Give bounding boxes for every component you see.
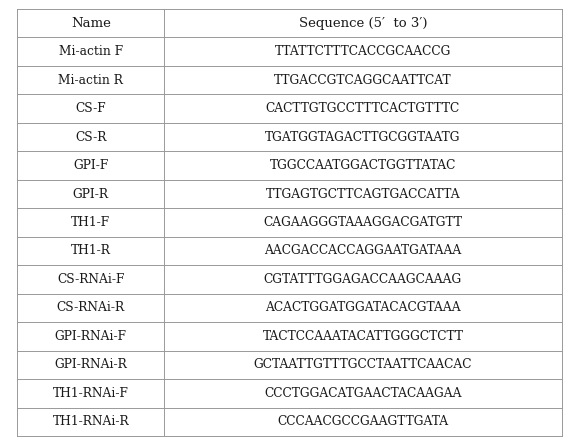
- Text: Mi-actin R: Mi-actin R: [58, 73, 123, 87]
- Text: TH1-RNAi-R: TH1-RNAi-R: [53, 415, 129, 429]
- Text: GPI-RNAi-R: GPI-RNAi-R: [54, 358, 127, 372]
- Text: TACTCCAAATACATTGGGCTCTT: TACTCCAAATACATTGGGCTCTT: [262, 330, 463, 343]
- Text: CCCTGGACATGAACTACAAGAA: CCCTGGACATGAACTACAAGAA: [264, 387, 461, 400]
- Text: CACTTGTGCCTTTCACTGTTTC: CACTTGTGCCTTTCACTGTTTC: [266, 102, 460, 115]
- Text: CCCAACGCCGAAGTTGATA: CCCAACGCCGAAGTTGATA: [277, 415, 449, 429]
- Text: TTGAGTGCTTCAGTGACCATTA: TTGAGTGCTTCAGTGACCATTA: [266, 187, 460, 201]
- Text: AACGACCACCAGGAATGATAAA: AACGACCACCAGGAATGATAAA: [265, 244, 461, 258]
- Text: GCTAATTGTTTGCCTAATTCAACAC: GCTAATTGTTTGCCTAATTCAACAC: [254, 358, 472, 372]
- Text: CGTATTTGGAGACCAAGCAAAG: CGTATTTGGAGACCAAGCAAAG: [264, 273, 462, 286]
- Text: TH1-RNAi-F: TH1-RNAi-F: [53, 387, 129, 400]
- Text: TTATTCTTTCACCGCAACCG: TTATTCTTTCACCGCAACCG: [275, 45, 451, 58]
- Text: Name: Name: [71, 16, 111, 30]
- Text: TTGACCGTCAGGCAATTCAT: TTGACCGTCAGGCAATTCAT: [274, 73, 452, 87]
- Text: GPI-RNAi-F: GPI-RNAi-F: [55, 330, 127, 343]
- Text: TH1-R: TH1-R: [71, 244, 111, 258]
- Text: CS-RNAi-F: CS-RNAi-F: [57, 273, 124, 286]
- Text: TH1-F: TH1-F: [71, 216, 111, 229]
- Text: ACACTGGATGGATACACGTAAA: ACACTGGATGGATACACGTAAA: [265, 301, 461, 315]
- Text: CS-RNAi-R: CS-RNAi-R: [57, 301, 125, 315]
- Text: GPI-F: GPI-F: [73, 159, 108, 172]
- Text: TGGCCAATGGACTGGTTATAC: TGGCCAATGGACTGGTTATAC: [270, 159, 456, 172]
- Text: GPI-R: GPI-R: [73, 187, 109, 201]
- Text: Mi-actin F: Mi-actin F: [59, 45, 123, 58]
- Text: CS-R: CS-R: [75, 130, 107, 144]
- Text: TGATGGTAGACTTGCGGTAATG: TGATGGTAGACTTGCGGTAATG: [265, 130, 461, 144]
- Text: CAGAAGGGTAAAGGACGATGTT: CAGAAGGGTAAAGGACGATGTT: [263, 216, 463, 229]
- Text: CS-F: CS-F: [75, 102, 106, 115]
- Text: Sequence (5′  to 3′): Sequence (5′ to 3′): [299, 16, 427, 30]
